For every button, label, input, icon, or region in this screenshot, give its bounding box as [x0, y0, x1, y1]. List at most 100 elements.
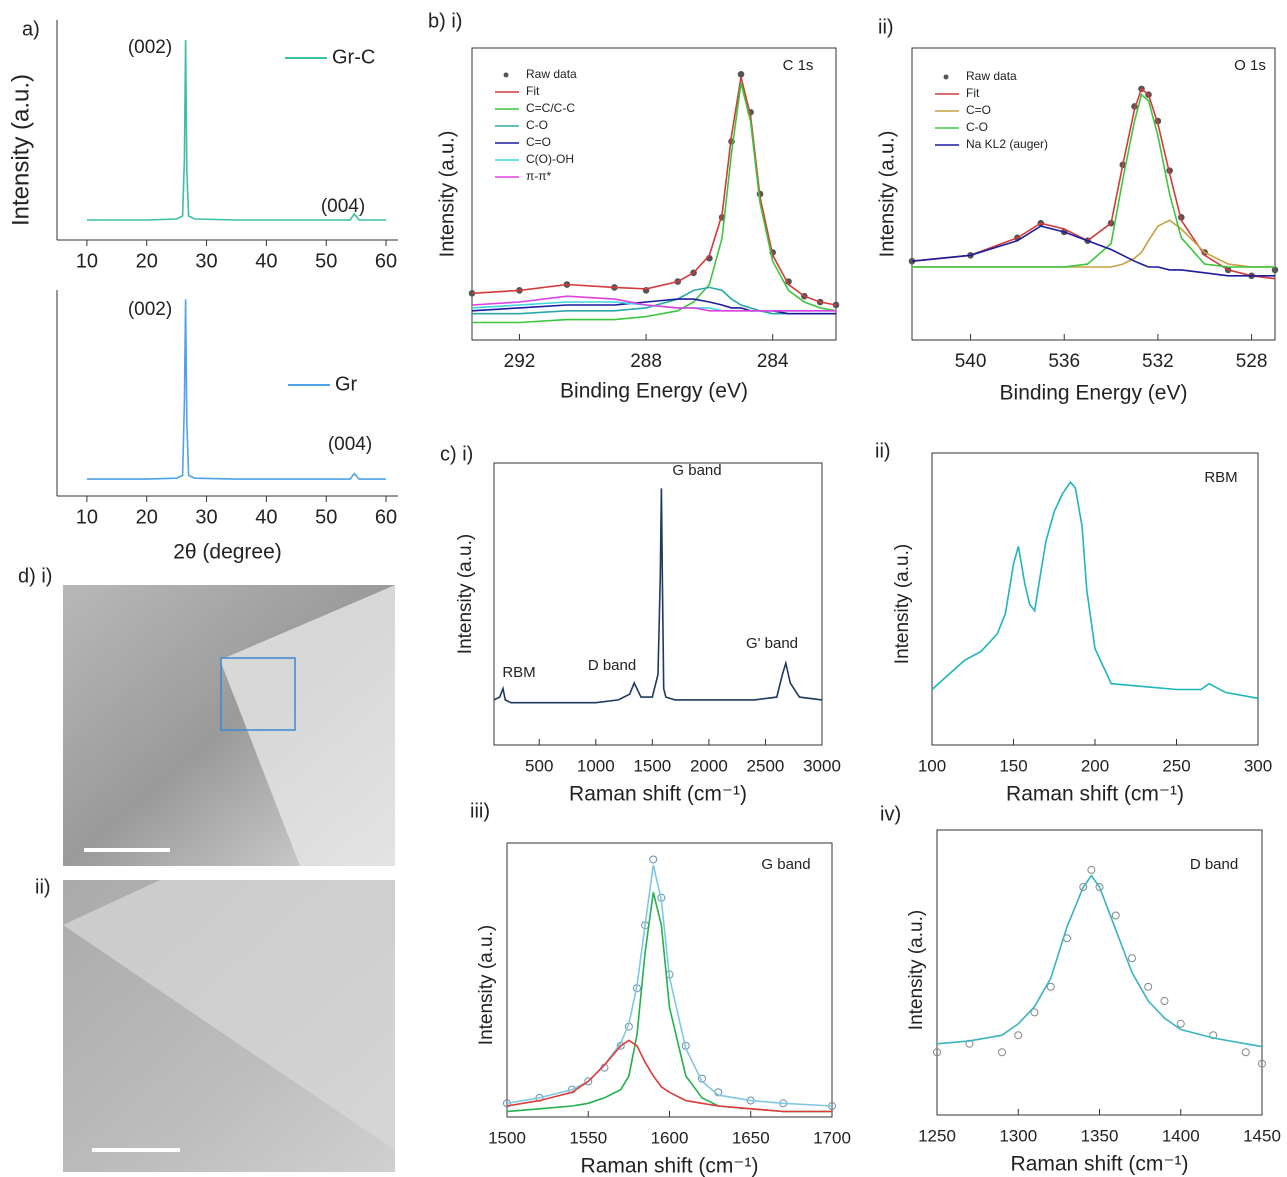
legend-label: C-O [526, 118, 548, 132]
x-tick-label: 1250 [918, 1126, 956, 1145]
x-tick-label: 500 [525, 756, 553, 775]
x-tick-label: 536 [1048, 351, 1080, 372]
data-point [1087, 865, 1096, 874]
tem-bright-area [220, 585, 395, 866]
series-line [931, 480, 1259, 700]
x-tick-label: 540 [955, 351, 987, 372]
x-tick-label: 1400 [1162, 1126, 1200, 1145]
annotation: C 1s [783, 57, 814, 74]
x-tick-label: 1450 [1243, 1126, 1281, 1145]
x-tick-label: 60 [375, 250, 397, 272]
y-axis-label: Intensity (a.u.) [455, 534, 476, 654]
annotation: G band [761, 856, 810, 873]
x-tick-label: 2000 [690, 756, 728, 775]
legend-label: C=C/C-C [526, 101, 575, 115]
legend-label: C=O [966, 103, 991, 117]
x-tick-label: 288 [630, 351, 662, 372]
legend-label: Gr [335, 373, 358, 395]
series-line [471, 298, 836, 315]
x-tick-label: 40 [255, 506, 277, 528]
x-axis-label: 2θ (degree) [173, 541, 282, 564]
legend-label: Na KL2 (auger) [966, 137, 1048, 151]
x-tick-label: 20 [136, 250, 158, 272]
data-point [1258, 1059, 1266, 1068]
y-axis-label: Intensity (a.u.) [892, 544, 913, 664]
x-tick-label: 1350 [1081, 1126, 1119, 1145]
x-tick-label: 1500 [488, 1128, 526, 1147]
annotation: G' band [746, 635, 798, 652]
legend-label: Gr-C [332, 46, 375, 68]
annotation: (002) [128, 299, 172, 320]
panel-label: c) i) [440, 443, 473, 465]
data-point [1030, 1008, 1039, 1017]
panel-label: ii) [878, 16, 894, 38]
data-point [584, 1077, 593, 1086]
legend-label: C=O [526, 135, 551, 149]
series-line [471, 295, 836, 312]
image-label: d) i) [18, 565, 52, 587]
x-tick-label: 300 [1244, 756, 1272, 775]
plot-frame [931, 452, 1259, 746]
panel-label: b) i) [428, 10, 462, 32]
series-line [936, 874, 1263, 1048]
x-tick-label: 284 [757, 351, 789, 372]
data-point [1079, 883, 1088, 891]
x-tick-label: 1600 [651, 1128, 689, 1147]
x-tick-label: 10 [76, 506, 98, 528]
x-axis-label: Binding Energy (eV) [560, 380, 748, 403]
x-tick-label: 50 [315, 250, 337, 272]
y-axis-label: Intensity (a.u.) [476, 925, 497, 1045]
x-tick-label: 60 [375, 506, 397, 528]
series-line [912, 93, 1275, 268]
annotation: (002) [128, 37, 172, 58]
panel-label: ii) [875, 440, 891, 462]
series-line [506, 1039, 832, 1113]
series-line [911, 87, 1276, 280]
series-line [493, 488, 823, 704]
x-axis-label: Raman shift (cm⁻¹) [1011, 1153, 1189, 1176]
legend-label: Raw data [526, 67, 577, 81]
x-tick-label: 1550 [569, 1128, 607, 1147]
data-point [1095, 883, 1104, 891]
tem-bright-area [63, 880, 395, 1150]
data-point [1144, 982, 1153, 991]
x-tick-label: 532 [1142, 351, 1174, 372]
series-line [506, 864, 833, 1107]
legend-label: C(O)-OH [526, 152, 574, 166]
x-tick-label: 100 [918, 756, 946, 775]
x-tick-label: 30 [195, 506, 217, 528]
legend-label: C-O [966, 120, 988, 134]
y-axis-label: Intensity (a.u.) [7, 74, 34, 226]
series-line [471, 77, 837, 306]
data-point [1111, 911, 1120, 920]
legend-label: Raw data [966, 69, 1017, 83]
series-line [506, 892, 832, 1113]
legend-label: Fit [966, 86, 980, 100]
annotation: (004) [321, 196, 365, 217]
data-point [998, 1048, 1006, 1057]
annotation: RBM [502, 664, 535, 681]
x-tick-label: 30 [195, 250, 217, 272]
panel-label: iv) [880, 803, 901, 825]
series-line [86, 299, 386, 480]
x-tick-label: 2500 [747, 756, 785, 775]
legend-label: π-π* [526, 169, 552, 183]
data-point [1014, 1031, 1023, 1040]
data-point [737, 70, 745, 78]
x-tick-label: 20 [136, 506, 158, 528]
legend-swatch [503, 72, 509, 78]
x-axis-label: Raman shift (cm⁻¹) [569, 783, 747, 806]
x-tick-label: 1500 [633, 756, 671, 775]
annotation: D band [588, 657, 636, 674]
annotation: G band [672, 462, 721, 479]
x-tick-label: 200 [1081, 756, 1109, 775]
series-line [86, 39, 386, 221]
data-point [933, 1048, 941, 1057]
x-axis-label: Raman shift (cm⁻¹) [1006, 783, 1184, 806]
annotation: (004) [328, 434, 372, 455]
x-tick-label: 10 [76, 250, 98, 272]
annotation: D band [1190, 856, 1238, 873]
data-point [1271, 266, 1279, 274]
